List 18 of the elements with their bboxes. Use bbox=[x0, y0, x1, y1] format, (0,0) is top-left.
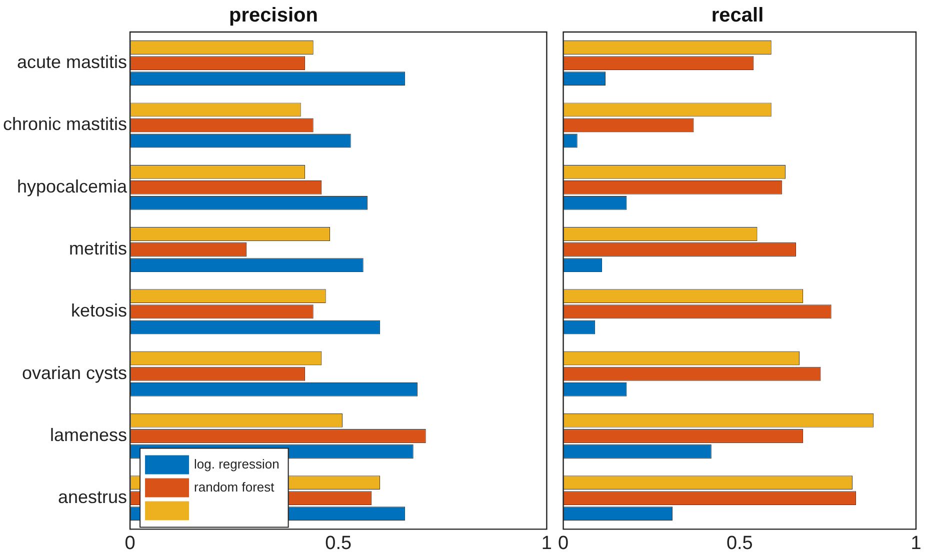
y-tick-label: acute mastitis bbox=[16, 52, 128, 72]
legend-label: log. regression bbox=[194, 456, 280, 472]
chart-title: recall bbox=[711, 4, 764, 27]
x-tick-label: 1 bbox=[910, 532, 922, 554]
chart-title: precision bbox=[229, 4, 318, 27]
y-tick-label: lameness bbox=[50, 424, 128, 445]
x-tick-label: 0.5 bbox=[726, 532, 753, 554]
x-tick-label: 0.5 bbox=[325, 532, 352, 554]
y-tick-label: anestrus bbox=[58, 487, 128, 508]
y-tick-label: metritis bbox=[69, 238, 128, 258]
x-tick-label: 0 bbox=[124, 532, 136, 554]
y-tick-label: chronic mastitis bbox=[3, 114, 128, 134]
y-tick-label: ovarian cysts bbox=[22, 362, 128, 383]
y-tick-label: hypocalcemia bbox=[16, 176, 128, 196]
x-tick-label: 0 bbox=[558, 532, 569, 554]
y-tick-label: ketosis bbox=[71, 300, 128, 321]
legend-label: random forest bbox=[194, 479, 275, 494]
x-tick-label: 1 bbox=[541, 532, 552, 554]
